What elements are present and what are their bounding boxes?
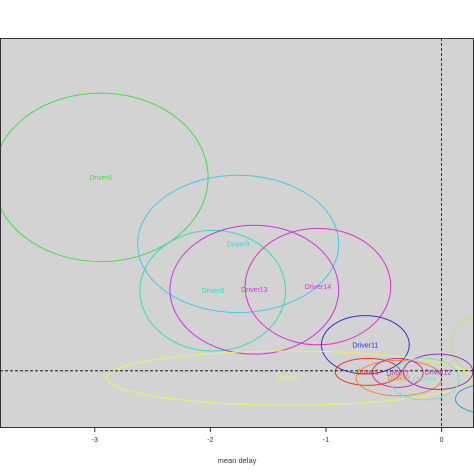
ellipse-label-driver13: Driver13	[241, 287, 268, 294]
ellipse-label-driver12: Driver12	[425, 369, 452, 376]
ellipse-driver8	[139, 229, 287, 352]
ellipse-driver14	[244, 227, 392, 346]
x-axis-label: mean delay	[218, 456, 257, 465]
ellipse-label-driver9: Driver9	[227, 241, 250, 248]
x-axis: -3 -2 -1 0	[92, 428, 444, 444]
ellipse-label-driver7: Driver7	[386, 370, 409, 377]
x-tick-label: -2	[207, 437, 213, 444]
ellipse-label-driver3: Driver3	[278, 376, 301, 383]
ellipse-label-driver11: Driver11	[352, 342, 378, 349]
x-tick-label: 0	[440, 437, 444, 444]
ellipse-driver10	[455, 384, 474, 413]
ellipse-label-driver8: Driver8	[201, 288, 224, 295]
ellipse-driver4	[389, 357, 460, 401]
ellipse-layer	[0, 92, 474, 413]
ellipse-driver12	[402, 353, 474, 391]
ellipse-driver1	[334, 357, 401, 386]
ellipse-label-driver14: Driver14	[305, 284, 332, 291]
ellipse-driver5	[450, 315, 474, 374]
x-tick-label: -1	[323, 437, 329, 444]
plot-background	[0, 38, 474, 428]
ellipse-driver6	[0, 92, 209, 263]
ellipse-driver7	[371, 357, 424, 388]
ellipse-driver13	[169, 224, 340, 355]
ellipse-driver3	[105, 350, 473, 406]
ellipse-driver9	[137, 174, 340, 314]
ellipse-label-driver1: Driver1	[356, 369, 379, 376]
ellipse-label-driver6: Driver6	[89, 175, 112, 182]
ellipse-label-driver2: Driver2	[388, 376, 411, 383]
ellipse-label-layer: Driver6 Driver9 Driver8 Driver13 Driver14 Dri…	[89, 175, 452, 384]
x-tick-label: -3	[92, 437, 98, 444]
ellipse-label-driver4: Driver4	[413, 377, 436, 384]
ellipse-driver11	[320, 315, 410, 375]
